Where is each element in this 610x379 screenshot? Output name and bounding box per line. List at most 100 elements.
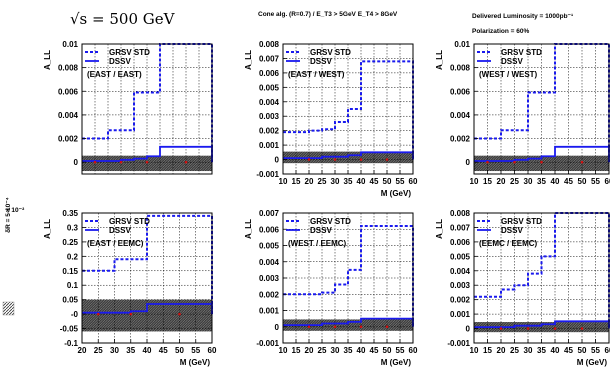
y-tick-label: 0.008	[450, 209, 471, 218]
legend-grsv-label: GRSV STD	[501, 217, 542, 226]
data-point	[385, 158, 389, 161]
legend-dssv-label: DSSV	[109, 226, 131, 235]
x-tick-label: 10	[470, 177, 479, 186]
x-tick-label: 20	[78, 346, 87, 355]
x-tick-label: 35	[537, 177, 546, 186]
legend-grsv-label: GRSV STD	[501, 48, 542, 57]
y-tick-label: 0	[466, 325, 471, 334]
x-tick-label: 10	[470, 346, 479, 355]
series-grsv-std	[474, 43, 610, 163]
y-tick-label: 0.003	[450, 281, 471, 290]
data-point	[307, 158, 311, 161]
legend-dssv-label: DSSV	[310, 226, 332, 235]
x-tick-label: 15	[483, 177, 492, 186]
panel-tag: (EAST / WEST)	[288, 70, 345, 79]
legend-grsv-label: GRSV STD	[310, 217, 351, 226]
y-tick-label: 0.008	[259, 40, 280, 49]
x-tick-label: 30	[331, 346, 340, 355]
legend-dssv-label: DSSV	[501, 226, 523, 235]
y-tick-label: 0.004	[58, 111, 79, 120]
data-point	[580, 327, 584, 330]
y-tick-label: 0.004	[259, 98, 280, 107]
data-point	[359, 158, 363, 161]
panel-eemc-eemc: -0.001 0 0.001 0.002 0.003 0.004 0.005 0.006 0.0…	[435, 209, 610, 367]
y-tick-label: 0.35	[62, 209, 78, 218]
x-tick-label: 50	[383, 346, 392, 355]
x-axis-label: M (GeV)	[180, 358, 211, 367]
y-tick-label: 0.002	[450, 135, 471, 144]
y-tick-label: 0.001	[259, 307, 280, 316]
x-tick-label: 55	[396, 346, 405, 355]
y-tick-label: 0.002	[259, 290, 280, 299]
x-axis-label: M (GeV)	[381, 189, 412, 198]
y-tick-label: 0.001	[450, 310, 471, 319]
x-tick-label: 55	[191, 346, 200, 355]
x-tick-label: 25	[318, 177, 327, 186]
series-dssv	[283, 151, 414, 160]
x-tick-label: 45	[159, 346, 168, 355]
data-point	[145, 160, 149, 164]
x-tick-label: 45	[370, 346, 379, 355]
data-point	[359, 325, 363, 329]
x-tick-label: 60	[409, 177, 418, 186]
x-tick-label: 30	[331, 177, 340, 186]
x-tick-label: 55	[591, 177, 600, 186]
data-point	[499, 327, 503, 330]
legend-grsv-label: GRSV STD	[310, 48, 351, 57]
x-tick-label: 20	[497, 346, 506, 355]
plot-frame	[81, 43, 213, 175]
data-point	[553, 327, 557, 330]
y-tick-label: 0.006	[450, 238, 471, 247]
x-tick-label: 15	[292, 346, 301, 355]
y-tick-label: 0.01	[62, 40, 78, 49]
y-tick-label: 0.004	[259, 258, 280, 267]
data-point	[307, 325, 311, 329]
data-point	[580, 160, 584, 164]
y-tick-label: 0	[275, 156, 280, 165]
y-tick-label: 0.3	[67, 223, 79, 232]
y-tick-label: 0.2	[67, 252, 79, 261]
cuts-label: Cone alg. (R=0.7) / E_T3 > 5GeV E_T4 > 8…	[258, 11, 398, 18]
y-tick-label: -0.001	[256, 170, 279, 179]
y-tick-label: 0.1	[67, 281, 79, 290]
y-tick-label: 0.005	[259, 242, 280, 251]
y-tick-label: 0.007	[259, 209, 280, 218]
panel-east-west: -0.001 0 0.001 0.002 0.003 0.004 0.005 0.006 0.0…	[244, 40, 418, 198]
panel-tag: (EEMC / EEMC)	[479, 239, 538, 248]
data-point	[540, 160, 543, 164]
panel-west-eemc: -0.001 0 0.001 0.002 0.003 0.004 0.005 0.006 0.0…	[244, 209, 418, 367]
x-tick-label: 45	[564, 177, 573, 186]
y-tick-label: 0.006	[259, 69, 280, 78]
data-point	[385, 325, 389, 329]
x-tick-label: 40	[357, 346, 366, 355]
x-tick-label: 10	[279, 177, 288, 186]
x-tick-label: 30	[524, 346, 533, 355]
legend-dssv-label: DSSV	[109, 57, 131, 66]
x-tick-label: 40	[357, 177, 366, 186]
y-tick-label: 0.002	[259, 127, 280, 136]
scale-label: x 10⁻²	[6, 207, 25, 214]
y-tick-label: -0	[71, 310, 79, 319]
data-point	[486, 160, 489, 164]
x-tick-label: 25	[510, 177, 519, 186]
x-tick-label: 25	[318, 346, 327, 355]
y-tick-label: 0.003	[259, 112, 280, 121]
y-tick-label: 0.008	[450, 64, 471, 73]
data-point	[333, 158, 337, 161]
y-axis-label: A_LL	[43, 219, 52, 239]
series-dssv	[82, 303, 213, 315]
y-tick-label: 0.003	[259, 274, 280, 283]
y-tick-label: 0.001	[259, 141, 280, 150]
series-dssv	[82, 145, 213, 163]
x-tick-label: 55	[591, 346, 600, 355]
x-tick-label: 25	[510, 346, 519, 355]
series-dssv	[283, 317, 414, 327]
y-tick-label: 0.006	[58, 87, 79, 96]
x-tick-label: 15	[483, 346, 492, 355]
y-tick-label: 0.002	[58, 135, 79, 144]
panel-tag: (EAST / EEMC)	[87, 239, 144, 248]
x-tick-label: 35	[344, 177, 353, 186]
y-tick-label: -0.001	[256, 339, 279, 348]
x-tick-label: 20	[497, 177, 506, 186]
panel-tag: (WEST / EEMC)	[288, 239, 347, 248]
